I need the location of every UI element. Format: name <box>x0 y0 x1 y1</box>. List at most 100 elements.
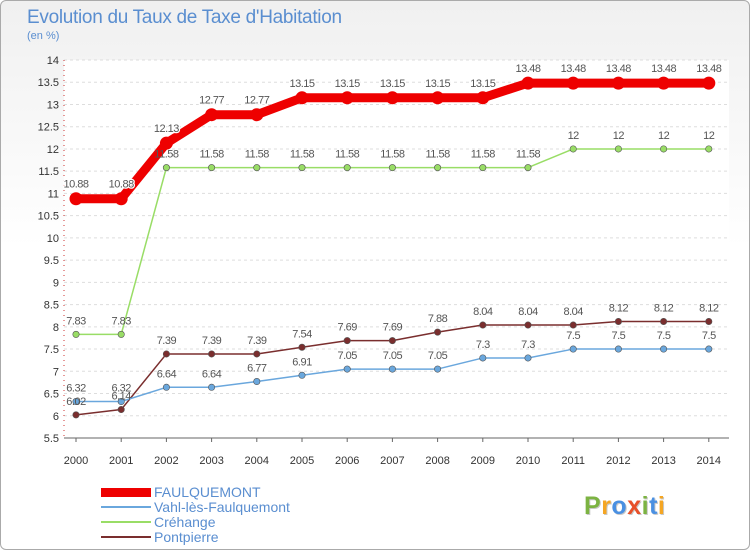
data-point <box>434 365 442 373</box>
data-point <box>117 330 125 338</box>
data-label: 7.54 <box>292 328 312 340</box>
data-point <box>69 192 83 206</box>
data-point <box>208 383 216 391</box>
data-label: 10.88 <box>63 179 88 191</box>
y-tick-label: 11 <box>48 188 59 200</box>
data-label: 12 <box>658 130 670 142</box>
data-label: 11.58 <box>245 149 270 161</box>
data-label: 6.91 <box>292 356 312 368</box>
data-point <box>569 345 577 353</box>
data-label: 7.05 <box>383 350 403 362</box>
data-label: 7.3 <box>521 339 535 351</box>
data-label: 11.58 <box>290 149 315 161</box>
x-tick-label: 2014 <box>697 455 721 467</box>
data-label: 13.15 <box>470 78 495 90</box>
y-tick-label: 10.5 <box>38 211 59 223</box>
data-label: 11.58 <box>516 149 541 161</box>
data-label: 12 <box>703 130 715 142</box>
data-label: 13.48 <box>651 63 676 75</box>
data-label: 8.12 <box>609 302 629 314</box>
data-point <box>159 136 173 150</box>
logo-letter: r <box>601 492 612 520</box>
data-point <box>614 145 622 153</box>
y-tick-label: 9.5 <box>44 255 59 267</box>
data-label: 13.15 <box>380 78 405 90</box>
chart-title: Evolution du Taux de Taxe d'Habitation <box>27 7 342 28</box>
data-label: 12.77 <box>199 95 224 107</box>
data-label: 8.04 <box>563 306 583 318</box>
data-point <box>569 321 577 329</box>
data-label: 7.83 <box>66 315 86 327</box>
data-point <box>431 91 445 105</box>
data-point <box>569 145 577 153</box>
y-tick-label: 13.5 <box>38 77 59 89</box>
x-tick-label: 2001 <box>109 455 133 467</box>
data-label: 6.32 <box>66 383 86 395</box>
data-label: 7.39 <box>202 335 222 347</box>
data-point <box>479 354 487 362</box>
data-point <box>521 76 535 90</box>
data-point <box>611 76 625 90</box>
data-label: 13.48 <box>696 63 721 75</box>
data-label: 12.77 <box>244 95 269 107</box>
x-tick-label: 2003 <box>199 455 223 467</box>
data-label: 6.14 <box>111 391 131 403</box>
data-label: 7.5 <box>612 330 626 342</box>
logo-letter: i <box>657 492 666 520</box>
y-tick-label: 10 <box>47 233 59 245</box>
data-point <box>298 164 306 172</box>
x-tick-label: 2000 <box>64 455 88 467</box>
y-tick-label: 12.5 <box>38 122 59 134</box>
logo-letter: P <box>584 492 602 520</box>
x-tick-label: 2012 <box>606 455 630 467</box>
data-point <box>705 145 713 153</box>
data-point <box>524 354 532 362</box>
legend-label: Pontpierre <box>154 529 219 545</box>
data-label: 12.13 <box>154 123 179 135</box>
data-label: 11.58 <box>471 149 496 161</box>
data-point <box>253 350 261 358</box>
x-tick-label: 2006 <box>335 455 359 467</box>
data-label: 11.58 <box>425 149 450 161</box>
data-label: 13.15 <box>289 78 314 90</box>
data-label: 13.15 <box>335 78 360 90</box>
data-label: 7.5 <box>702 330 716 342</box>
y-tick-label: 7 <box>53 366 59 378</box>
data-point <box>72 330 80 338</box>
x-tick-label: 2004 <box>245 455 269 467</box>
y-tick-label: 12 <box>47 144 59 156</box>
y-tick-label: 8 <box>53 322 59 334</box>
x-tick-label: 2007 <box>380 455 404 467</box>
y-tick-label: 13 <box>47 99 59 111</box>
data-point <box>388 164 396 172</box>
data-label: 11.58 <box>154 149 179 161</box>
data-point <box>340 91 354 105</box>
logo-letter: x <box>627 492 642 520</box>
y-tick-label: 14 <box>47 55 59 67</box>
chart-unit: (en %) <box>27 30 60 42</box>
y-tick-label: 9 <box>53 277 59 289</box>
y-tick-label: 5.5 <box>44 433 59 445</box>
y-tick-label: 11.5 <box>38 166 59 178</box>
data-point <box>385 91 399 105</box>
data-label: 8.04 <box>518 306 538 318</box>
data-label: 10.88 <box>109 179 134 191</box>
data-point <box>298 343 306 351</box>
data-point <box>117 398 125 406</box>
data-label: 6.77 <box>247 363 267 375</box>
data-point <box>253 378 261 386</box>
data-point <box>72 398 80 406</box>
data-point <box>72 411 80 419</box>
y-tick-label: 8.5 <box>44 300 59 312</box>
legend-swatch <box>101 506 151 508</box>
data-label: 7.5 <box>566 330 580 342</box>
data-label: 8.12 <box>699 302 719 314</box>
data-point <box>660 317 668 325</box>
data-label: 7.05 <box>337 350 357 362</box>
data-point <box>162 164 170 172</box>
data-point <box>253 164 261 172</box>
data-label: 12 <box>568 130 580 142</box>
data-label: 11.58 <box>380 149 405 161</box>
x-tick-label: 2013 <box>651 455 675 467</box>
